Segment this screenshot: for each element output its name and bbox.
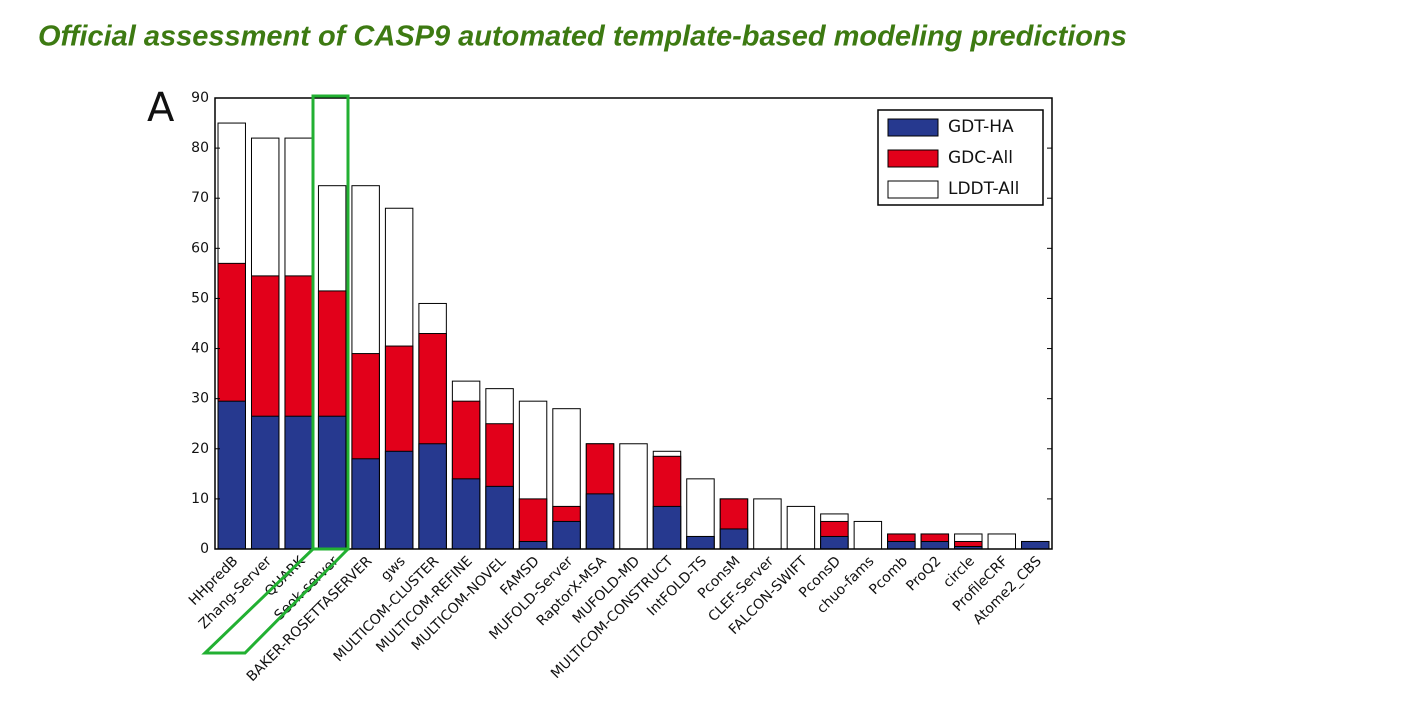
legend-swatch: [887, 118, 939, 137]
y-tick-label: 30: [191, 391, 209, 407]
bar: [284, 415, 313, 550]
y-tick-label: 20: [191, 441, 209, 457]
bar: [384, 450, 414, 550]
bar: [652, 505, 682, 550]
bar: [820, 535, 849, 550]
y-tick-label: 80: [191, 140, 209, 156]
plot-frame: [214, 97, 1053, 550]
highlight: [201, 94, 350, 655]
bar: [1021, 540, 1050, 550]
legend-label: GDC-All: [948, 148, 1013, 168]
highlight-pointer: [201, 547, 350, 655]
y-tick-label: 50: [191, 290, 209, 306]
bar: [686, 535, 715, 550]
bar: [552, 520, 581, 550]
y-tick-label: 0: [200, 541, 209, 557]
bar: [619, 443, 648, 550]
bar: [753, 498, 782, 550]
bar: [518, 540, 548, 550]
bar: [451, 478, 481, 550]
bar: [585, 493, 615, 550]
bar: [887, 540, 916, 550]
bar: [250, 415, 280, 550]
bar: [351, 458, 380, 550]
y-tick-label: 90: [191, 90, 209, 106]
y-tick-label: 60: [191, 240, 209, 256]
plot: 0102030405060708090HHpredBZhang-ServerQU…: [186, 90, 1053, 685]
bar: [987, 533, 1017, 550]
x-tick-label: Pcomb: [866, 553, 911, 598]
bar: [418, 443, 447, 550]
legend: GDT-HA GDC-All LDDT-All: [877, 109, 1044, 206]
legend-swatch: [887, 149, 939, 168]
highlight-box: [311, 94, 350, 551]
y-tick-label: 40: [191, 341, 209, 357]
legend-label: LDDT-All: [948, 179, 1019, 199]
bar: [853, 520, 883, 550]
panel-label: A: [147, 85, 175, 131]
x-tick-label: ProQ2: [903, 553, 944, 594]
bar: [920, 540, 950, 550]
y-tick-label: 10: [191, 491, 209, 507]
bar: [719, 528, 749, 550]
legend-label: GDT-HA: [948, 117, 1014, 137]
bar: [317, 415, 347, 550]
y-tick-label: 70: [191, 190, 209, 206]
legend-swatch: [887, 180, 939, 199]
bar: [786, 505, 816, 550]
bar: [217, 400, 246, 550]
slide-title: Official assessment of CASP9 automated t…: [38, 21, 1127, 53]
bar: [485, 485, 514, 550]
